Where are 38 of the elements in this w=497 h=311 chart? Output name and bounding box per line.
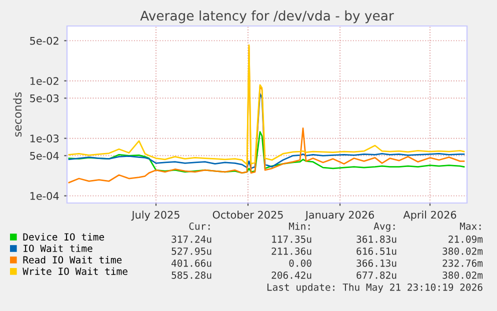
text: Last update: Thu May 21 23:10:19 2026 (267, 283, 482, 293)
y-tick-label: 5e-04 (30, 152, 59, 160)
text: 527.95u (172, 247, 212, 255)
text: 317.24u (172, 235, 212, 243)
chart-title: Average latency for /dev/vda - by year (140, 10, 394, 24)
text: 0.00 (289, 259, 312, 267)
x-tick-label: July 2025 (131, 210, 180, 221)
text: Avg: (374, 222, 395, 232)
text: 361.83u (356, 235, 396, 243)
text: 21.09m (448, 235, 483, 243)
y-tick-label: 5e-02 (30, 36, 58, 45)
y-tick-label: 1e-02 (30, 77, 58, 85)
x-tick-label: April 2026 (403, 210, 456, 221)
text: 585.28u (172, 271, 212, 279)
text: 401.66u (172, 259, 212, 267)
legend-label: Device IO time (23, 233, 104, 241)
text: 380.02m (442, 271, 483, 279)
text: Max: (460, 222, 481, 230)
text: 211.36u (272, 247, 312, 255)
x-tick-label: October 2025 (212, 210, 283, 219)
legend-label: Read IO Wait time (23, 256, 122, 264)
line-series (68, 131, 465, 174)
text: Cur: (189, 222, 210, 230)
y-tick-label: 1e-03 (30, 134, 59, 142)
text: 616.51u (356, 247, 396, 255)
text: 366.13u (356, 259, 396, 267)
legend-label: Write IO Wait time (22, 267, 128, 275)
text: Min: (288, 222, 310, 230)
text: 117.35u (272, 235, 312, 243)
y-tick-label: 5e-03 (30, 94, 59, 102)
text: 380.02m (442, 247, 483, 255)
y-axis-title: seconds (13, 92, 22, 137)
y-tick-label: 1e-04 (30, 192, 59, 200)
legend-label: IO Wait time (24, 244, 92, 252)
text: 206.42u (272, 271, 312, 279)
text: 232.76m (442, 259, 483, 267)
x-tick-label: January 2026 (304, 210, 374, 221)
text: 677.82u (356, 271, 396, 279)
